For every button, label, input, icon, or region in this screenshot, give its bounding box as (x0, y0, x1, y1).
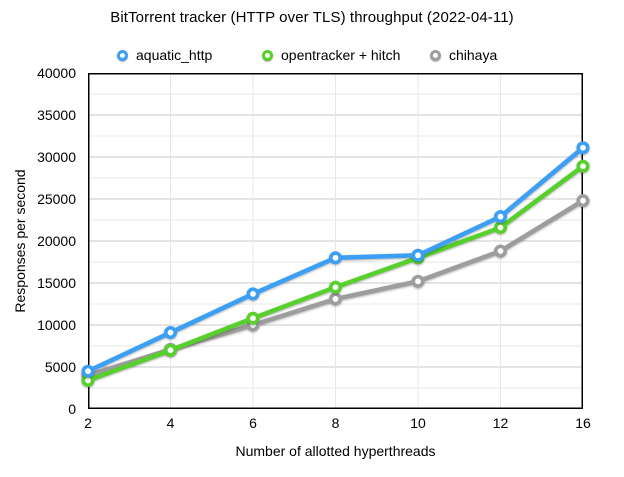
y-tick-label: 35000 (37, 107, 76, 123)
legend-marker-icon (262, 49, 273, 61)
data-point (576, 159, 590, 173)
plot-svg (81, 73, 590, 409)
x-tick-label: 2 (84, 415, 92, 431)
data-point (81, 364, 95, 378)
data-point (493, 221, 507, 235)
y-tick-label: 0 (68, 401, 76, 417)
y-tick-label: 40000 (37, 65, 76, 81)
data-point (411, 274, 425, 288)
y-tick-label: 25000 (37, 191, 76, 207)
legend-marker-icon (117, 49, 128, 61)
data-point (164, 343, 178, 357)
legend: aquatic_http opentracker + hitch chihaya (0, 46, 624, 64)
x-tick-label: 4 (166, 415, 175, 431)
y-tick-label: 30000 (37, 149, 76, 165)
data-point (411, 248, 425, 262)
y-tick-label: 20000 (37, 233, 76, 249)
legend-label: opentracker + hitch (281, 47, 401, 63)
legend-label: chihaya (449, 47, 498, 63)
x-axis-title: Number of allotted hyperthreads (235, 443, 436, 459)
legend-marker-icon (430, 49, 441, 61)
data-point (246, 311, 260, 325)
legend-item-aquatic_http: aquatic_http (117, 46, 212, 64)
legend-item-opentracker-hitch: opentracker + hitch (262, 46, 400, 64)
series-aquatic_http (81, 141, 590, 378)
data-point (329, 251, 343, 265)
x-tick-label: 10 (410, 415, 426, 431)
data-point (576, 194, 590, 208)
data-point (576, 141, 590, 155)
data-point (493, 244, 507, 258)
data-point (329, 280, 343, 294)
data-point (246, 287, 260, 301)
y-tick-label: 15000 (37, 275, 76, 291)
y-tick-label: 10000 (37, 317, 76, 333)
x-tick-label: 8 (331, 415, 340, 431)
data-point (329, 292, 343, 306)
y-tick-label: 5000 (44, 359, 76, 375)
x-tick-label: 16 (575, 415, 591, 431)
legend-label: aquatic_http (136, 47, 213, 63)
data-point (164, 326, 178, 340)
x-tick-label: 12 (492, 415, 509, 431)
chart-title: BitTorrent tracker (HTTP over TLS) throu… (110, 9, 514, 26)
data-point (493, 210, 507, 224)
plot-border (88, 73, 583, 409)
plot-area (81, 73, 590, 409)
legend-item-chihaya: chihaya (430, 46, 497, 64)
x-tick-label: 6 (249, 415, 257, 431)
